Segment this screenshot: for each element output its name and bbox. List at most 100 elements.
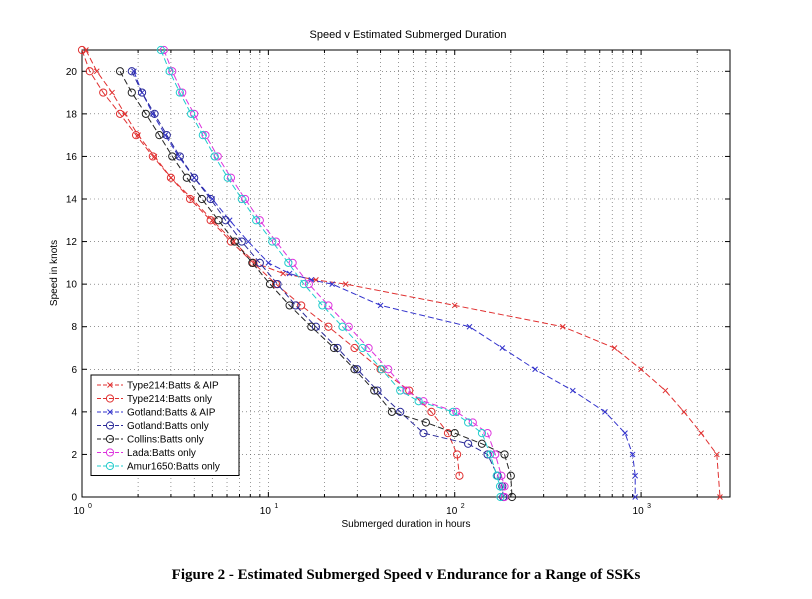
y-tick-label: 20 (66, 67, 78, 78)
data-point (245, 238, 252, 245)
data-point (185, 194, 195, 204)
data-point (105, 421, 115, 430)
data-point (350, 343, 359, 353)
x-tick-label: 10 (446, 506, 458, 517)
data-point (115, 67, 125, 76)
data-point (141, 109, 150, 118)
data-point (495, 482, 505, 491)
data-point (166, 173, 176, 182)
y-axis-label: Speed in knots (49, 240, 60, 306)
series-2 (131, 68, 639, 500)
data-point (105, 448, 115, 457)
data-point (127, 67, 136, 76)
series-layer (77, 45, 723, 502)
x-tick-exponent: 1 (274, 503, 278, 510)
data-point (115, 109, 125, 118)
data-point (85, 67, 94, 76)
data-point (168, 67, 177, 76)
data-point (329, 343, 339, 353)
data-point (255, 216, 264, 225)
data-point (396, 407, 405, 416)
data-point (150, 109, 159, 118)
legend-label: Collins:Batts only (127, 435, 204, 446)
data-point (308, 277, 315, 283)
data-point (629, 451, 636, 458)
data-point (414, 397, 423, 406)
legend-item: Lada:Batts only (97, 448, 196, 459)
data-point (405, 386, 414, 395)
data-point (159, 45, 168, 55)
data-point (137, 88, 147, 97)
data-point (252, 216, 261, 225)
data-point (213, 152, 222, 161)
data-point (156, 45, 165, 55)
data-point (189, 196, 196, 202)
x-tick-exponent: 0 (88, 503, 92, 510)
data-point (240, 194, 250, 204)
data-point (230, 237, 239, 246)
legend-item: Collins:Batts only (97, 435, 204, 446)
series-line (119, 71, 513, 498)
data-point (638, 366, 644, 373)
data-point (226, 237, 236, 246)
legend-label: Type214:Batts only (127, 394, 212, 405)
data-point (662, 387, 669, 394)
data-point (105, 394, 115, 403)
grid (82, 50, 730, 497)
data-point (377, 302, 384, 309)
x-axis: 10 0 10 1 10 2 10 3 (73, 50, 731, 517)
data-point (632, 494, 639, 500)
data-point (681, 409, 687, 415)
data-point (304, 280, 313, 289)
data-point (237, 194, 246, 204)
legend-label: Gotland:Batts only (127, 421, 209, 432)
data-point (280, 270, 286, 277)
y-tick-label: 10 (66, 280, 78, 291)
data-point (387, 407, 396, 416)
series-line (85, 49, 721, 498)
x-tick-label: 10 (633, 506, 645, 517)
y-tick-label: 18 (66, 109, 78, 120)
data-point (197, 194, 207, 204)
data-point (500, 492, 509, 502)
legend-item: Amur1650:Batts only (97, 462, 220, 473)
data-point (350, 365, 359, 374)
x-tick-label: 10 (73, 506, 85, 517)
data-point (206, 194, 215, 204)
x-tick-exponent: 3 (647, 503, 651, 510)
data-point (165, 67, 174, 76)
data-point (450, 429, 459, 438)
y-tick-label: 16 (66, 152, 78, 163)
data-point (427, 407, 436, 416)
data-point (500, 482, 509, 491)
data-point (713, 451, 720, 458)
data-point (421, 418, 430, 427)
data-point (99, 88, 108, 97)
data-point (498, 482, 507, 491)
legend-label: Amur1650:Batts only (127, 462, 220, 473)
y-tick-label: 14 (66, 195, 78, 206)
data-point (342, 281, 349, 287)
data-point (271, 237, 281, 246)
data-point (632, 472, 639, 479)
data-point (105, 434, 115, 444)
legend-item: Gotland:Batts only (97, 421, 209, 432)
x-tick-exponent: 2 (461, 503, 465, 510)
data-point (338, 322, 347, 331)
data-point (453, 450, 462, 459)
data-point (344, 322, 353, 331)
data-point (396, 386, 405, 395)
data-point (265, 260, 272, 266)
x-tick-label: 10 (260, 506, 272, 517)
data-point (483, 429, 492, 438)
data-point (214, 216, 223, 225)
data-point (324, 322, 333, 331)
data-point (198, 131, 207, 140)
data-point (464, 439, 473, 448)
data-point (500, 450, 509, 459)
data-point (168, 152, 177, 161)
data-point (491, 450, 500, 459)
data-point (131, 131, 141, 140)
data-point (698, 430, 704, 436)
data-point (93, 68, 100, 75)
